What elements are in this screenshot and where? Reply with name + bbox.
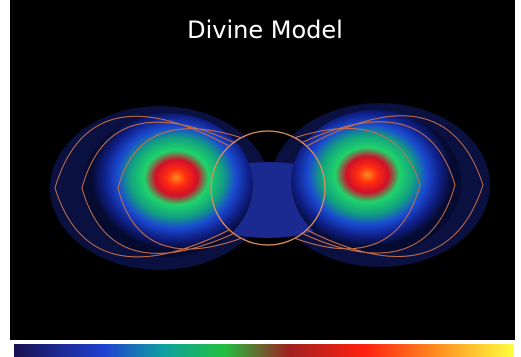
color-bar	[14, 344, 514, 357]
model-view: Divine Model	[0, 0, 521, 357]
title: Divine Model	[187, 16, 343, 44]
page: Divine Model (() => { const data = JSON.…	[0, 0, 521, 357]
